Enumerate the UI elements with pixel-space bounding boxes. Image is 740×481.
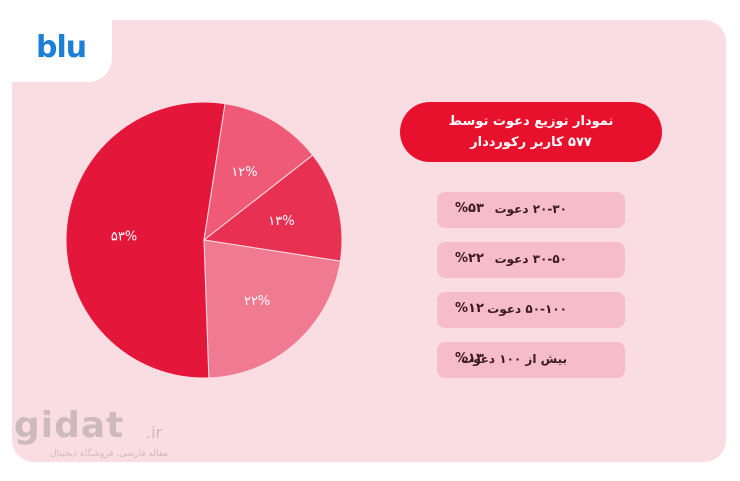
pie-slice-label: ۱۳% bbox=[268, 214, 294, 229]
watermark-tld: .ir bbox=[146, 423, 163, 442]
legend-row: ۲۰-۳۰ دعوت %۵۳ bbox=[437, 192, 625, 228]
watermark-brand: gidat bbox=[14, 405, 125, 446]
pie-slice-label: ۵۳% bbox=[111, 229, 137, 244]
pie-slice bbox=[202, 154, 343, 262]
legend-percent: %۱۲ bbox=[455, 301, 484, 316]
legend-percent: %۱۳ bbox=[455, 351, 484, 366]
pie-slice-label: ۲۲% bbox=[244, 294, 270, 309]
pie-slice bbox=[65, 101, 226, 379]
chart-title-line-2: ۵۷۷ کاربر رکورددار bbox=[470, 135, 592, 150]
legend-label: بیش از ۱۰۰ دعوت bbox=[461, 352, 567, 366]
pie-slice bbox=[203, 239, 341, 379]
legend-percent: %۲۲ bbox=[455, 251, 484, 266]
chart-title: نمودار توزیع دعوت توسط ۵۷۷ کاربر رکورددا… bbox=[400, 102, 662, 162]
watermark-tagline: مقاله فارسی، فروشگاه دیجیتال bbox=[50, 449, 169, 459]
legend-row: ۳۰-۵۰ دعوت %۲۲ bbox=[437, 242, 625, 278]
pie-slice bbox=[203, 103, 314, 242]
legend-label: ۳۰-۵۰ دعوت bbox=[494, 252, 567, 266]
legend-label: ۲۰-۳۰ دعوت bbox=[494, 202, 567, 216]
pie-slice-label: ۱۲% bbox=[231, 165, 257, 180]
chart-title-line-1: نمودار توزیع دعوت توسط bbox=[448, 114, 614, 129]
gidat-watermark: gidat .ir مقاله فارسی، فروشگاه دیجیتال bbox=[10, 405, 180, 465]
legend-row: ۵۰-۱۰۰ دعوت %۱۲ bbox=[437, 292, 625, 328]
legend-percent: %۵۳ bbox=[455, 201, 484, 216]
legend-row: بیش از ۱۰۰ دعوت %۱۳ bbox=[437, 342, 625, 378]
legend-label: ۵۰-۱۰۰ دعوت bbox=[487, 302, 567, 316]
blu-logo: blu bbox=[36, 30, 87, 65]
logo-tab: blu bbox=[12, 20, 112, 82]
